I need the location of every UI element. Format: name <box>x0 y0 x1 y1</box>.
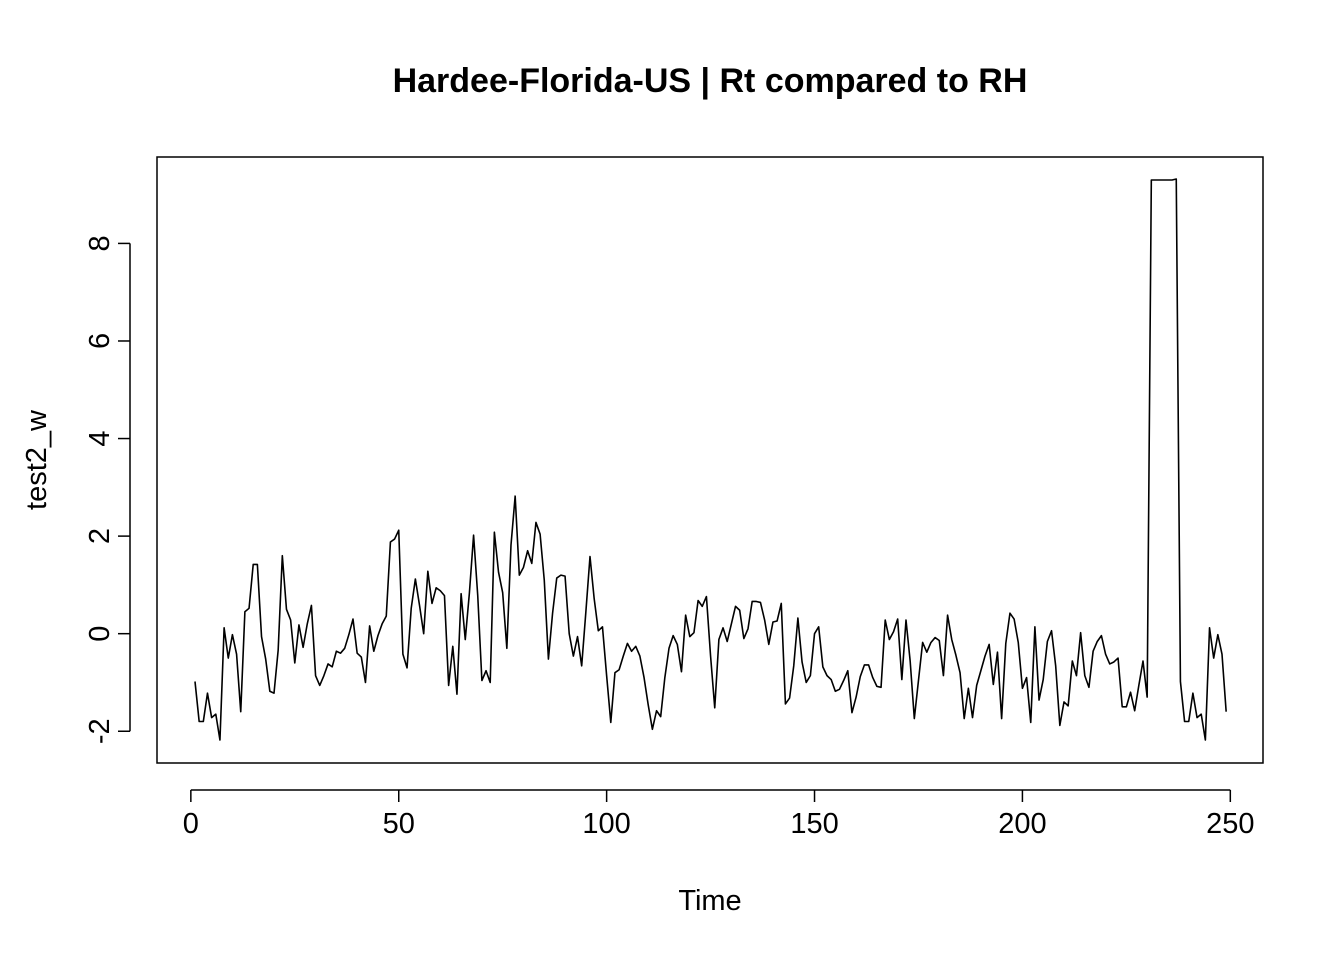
x-axis: 0 50 100 150 200 250 <box>183 789 1255 840</box>
x-tick-label: 200 <box>998 808 1046 840</box>
x-tick-label: 250 <box>1206 808 1254 840</box>
y-tick-label: 6 <box>84 333 116 349</box>
y-tick-label: 8 <box>84 235 116 251</box>
y-tick-label: -2 <box>84 718 116 744</box>
x-tick-label: 0 <box>183 808 199 840</box>
y-tick-label: 2 <box>84 528 116 544</box>
series-line <box>194 178 1227 741</box>
x-axis-label: Time <box>678 885 741 917</box>
chart-title: Hardee-Florida-US | Rt compared to RH <box>393 62 1028 100</box>
y-axis-label: test2_w <box>21 409 53 510</box>
x-tick-label: 100 <box>582 808 630 840</box>
y-tick-label: 0 <box>84 626 116 642</box>
x-tick-label: 150 <box>790 808 838 840</box>
y-axis: -2 0 2 4 6 8 <box>84 235 131 744</box>
plot-frame <box>156 156 1264 764</box>
y-tick-label: 4 <box>84 430 116 446</box>
x-tick-label: 50 <box>383 808 415 840</box>
